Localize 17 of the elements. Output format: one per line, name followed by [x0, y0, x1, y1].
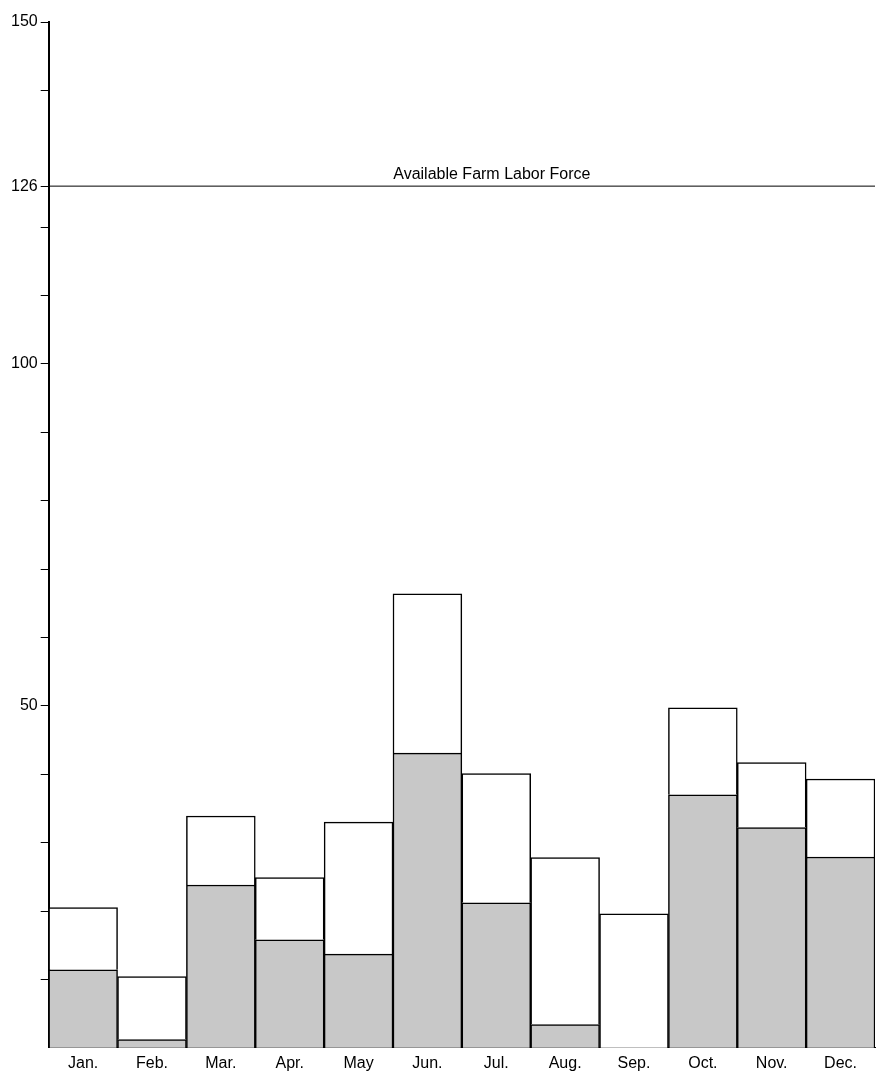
x-tick-label: Mar. — [205, 1053, 237, 1071]
ref-line-label: Available Farm Labor Force — [393, 164, 591, 182]
x-tick-label: Jul. — [483, 1053, 509, 1071]
x-tick-label: Nov. — [755, 1053, 788, 1071]
x-tick-label: Aug. — [548, 1053, 582, 1071]
x-tick-label: Apr. — [275, 1053, 304, 1071]
x-tick-label: Jan. — [68, 1053, 99, 1071]
x-tick-label: May — [343, 1053, 374, 1071]
x-tick-label: Oct. — [688, 1053, 718, 1071]
y-tick-label: 150 — [10, 12, 38, 30]
x-tick-label: Feb. — [135, 1053, 168, 1071]
x-tick-label: Jun. — [412, 1053, 443, 1071]
x-tick-label: Sep. — [617, 1053, 651, 1071]
x-tick-label: Dec. — [824, 1053, 858, 1071]
y-tick-label: 100 — [10, 354, 38, 372]
y-tick-label: 126 — [10, 176, 38, 194]
y-tick-label: 50 — [19, 696, 38, 714]
